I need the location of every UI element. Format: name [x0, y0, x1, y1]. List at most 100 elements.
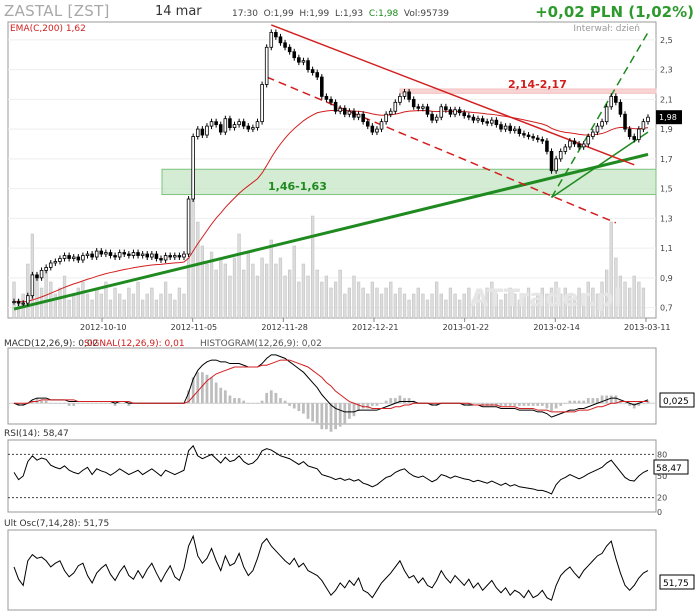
volume-bar — [356, 281, 361, 319]
ticker-title: ZASTAL [ZST] — [4, 2, 110, 20]
price-panel: 2,14-2,17 1,46-1,63 ATTrader.pl 2,5 2,3 2,1… — [7, 21, 682, 332]
macd-histogram-bar — [58, 403, 62, 404]
candle-body — [255, 121, 260, 129]
macd-histogram-bar — [44, 400, 48, 404]
volume-bar — [141, 299, 145, 319]
volume-bar — [310, 215, 315, 319]
volume-bar — [223, 263, 227, 319]
candle-body — [448, 109, 453, 115]
volume-bar — [269, 239, 273, 319]
volume-bar — [168, 293, 172, 319]
volume-bar — [127, 287, 131, 319]
date-label: 14 mar — [155, 4, 202, 19]
candle-body — [315, 72, 319, 78]
macd-histogram-bar — [375, 403, 379, 406]
candle-body — [232, 124, 237, 129]
volume-bar — [35, 275, 39, 319]
macd-histogram-bar — [104, 403, 108, 404]
macd-histogram-bar — [90, 403, 94, 404]
volume-bar — [324, 275, 329, 319]
volume-bar — [393, 293, 397, 319]
macd-histogram-bar — [109, 403, 112, 404]
volume-bar — [85, 293, 90, 319]
macd-histogram-bar — [573, 400, 576, 404]
volume-bar — [517, 299, 521, 319]
candle-body — [581, 143, 586, 148]
candle-body — [297, 57, 301, 63]
macd-histogram-bar — [99, 403, 103, 404]
volume-label: Vol:95739 — [403, 9, 450, 19]
price-x-tick-label: 2012-10-10 — [80, 323, 127, 332]
macd-histogram-bar — [187, 390, 190, 404]
volume-bar — [58, 287, 62, 319]
macd-histogram-bar — [407, 398, 411, 404]
volume-bar — [471, 299, 476, 319]
candle-body — [586, 136, 591, 145]
price-zone — [161, 168, 657, 196]
macd-histogram-bar — [357, 403, 360, 412]
volume-bar — [347, 287, 352, 319]
macd-histogram-bar — [95, 403, 99, 404]
ult-osc-label: Ult Osc(7,14,28): 51,75 — [4, 519, 109, 529]
candle-body — [444, 106, 448, 111]
candle-body — [131, 252, 136, 256]
macd-histogram-bar — [113, 403, 117, 406]
macd-histogram-bar — [352, 403, 356, 417]
macd-histogram-bar — [265, 392, 269, 404]
rsi-y-tick-label: 20 — [657, 494, 667, 503]
price-y-tick-label: 0,9 — [660, 274, 673, 283]
volume-bar — [182, 293, 186, 319]
volume-bar — [577, 287, 581, 319]
volume-bar — [485, 287, 489, 319]
candle-body — [237, 121, 241, 126]
candle-body — [627, 128, 632, 137]
candle-body — [646, 116, 650, 123]
candle-body — [595, 125, 600, 133]
candle-body — [223, 118, 228, 133]
candle-body — [632, 136, 636, 140]
interval-label: Interwał: dzień — [573, 24, 640, 34]
volume-bar — [476, 293, 480, 319]
price-x-tick-label: 2013-03-11 — [624, 323, 671, 332]
volume-bar — [242, 269, 246, 319]
trend-line — [266, 76, 617, 224]
candle-body — [21, 302, 25, 305]
macd-histogram-bar — [260, 400, 264, 404]
volume-bar — [44, 269, 48, 319]
macd-histogram-bar — [347, 403, 351, 419]
candle-body — [457, 109, 462, 114]
volume-bar — [177, 287, 182, 319]
candle-body — [402, 91, 407, 97]
volume-bar — [407, 299, 411, 319]
price-y-tick-label: 1,7 — [660, 155, 673, 164]
price-zone-label: 1,46-1,63 — [268, 180, 327, 193]
volume-bar — [292, 245, 296, 319]
close-label: C:1,98 — [368, 9, 399, 19]
candle-body — [393, 101, 398, 112]
macd-histogram-bar — [596, 398, 599, 404]
macd-histogram-bar — [200, 372, 204, 404]
candle-body — [48, 262, 53, 268]
macd-histogram-bar — [81, 403, 85, 404]
ult-osc-panel-frame — [7, 529, 657, 611]
ema-label: EMA(C,200) 1,62 — [10, 24, 86, 34]
ult-osc-line — [13, 534, 649, 601]
volume-bar — [435, 281, 439, 319]
candle-body — [365, 121, 370, 127]
candle-body — [333, 101, 338, 112]
candle-body — [186, 198, 191, 255]
macd-histogram-bar — [329, 403, 333, 432]
candle-body — [62, 255, 67, 259]
macd-label: MACD(12,26,9): 0,02 — [4, 339, 98, 349]
candle-body — [292, 51, 297, 59]
candle-body — [218, 124, 223, 133]
volume-bar — [196, 221, 200, 319]
volume-bar — [536, 293, 540, 319]
price-zone — [399, 88, 657, 94]
macd-histogram-bar — [214, 382, 218, 404]
chart-header: ZASTAL [ZST] 14 mar 17:30 O:1,99 H:1,99 … — [0, 0, 700, 24]
volume-bar — [568, 293, 572, 319]
volume-bar — [136, 281, 140, 319]
volume-bar — [416, 287, 420, 319]
